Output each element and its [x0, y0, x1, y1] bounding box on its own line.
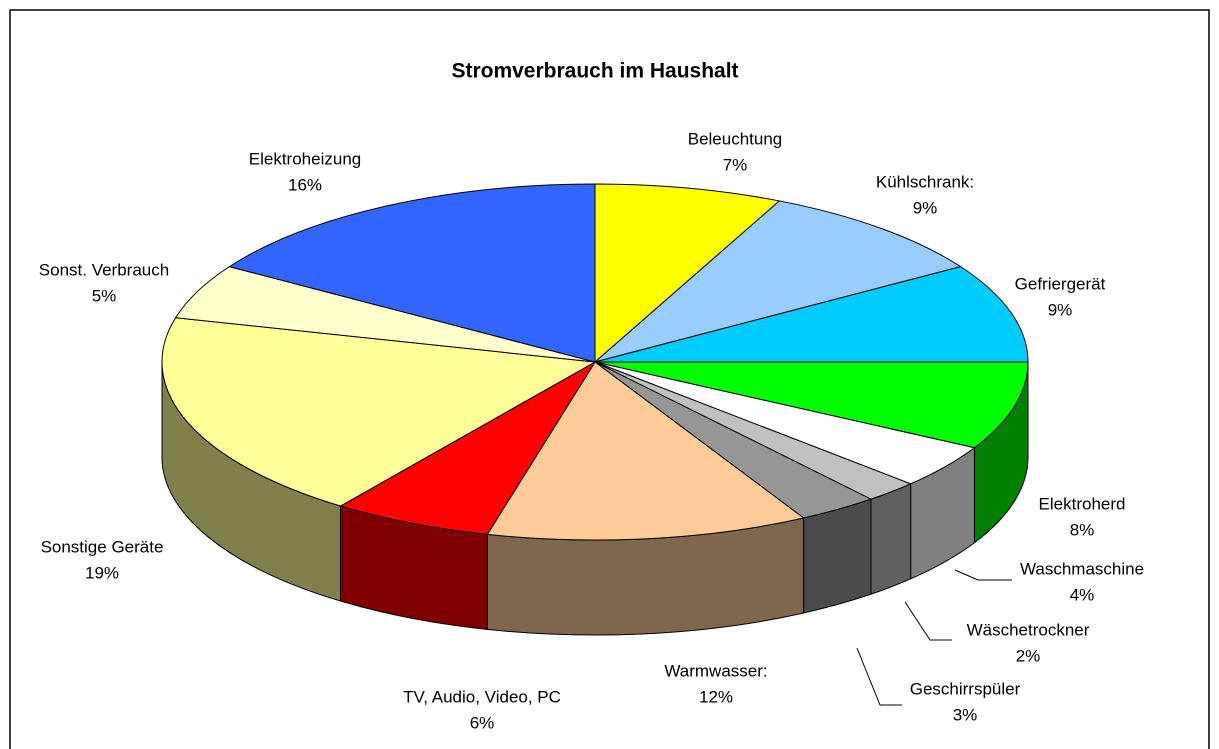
frame: [9, 9, 1210, 749]
slice: [486, 361, 805, 541]
value-label: 5%: [92, 286, 117, 305]
chart-title: Stromverbrauch im Haushalt: [451, 60, 738, 83]
value-label: 9%: [1048, 300, 1073, 319]
value-label: 9%: [913, 198, 938, 217]
slice-label: Elektroheizung: [249, 149, 361, 168]
leader-line: [954, 569, 1012, 581]
value-label: 2%: [1016, 646, 1041, 665]
slice-label: Gefriergerät: [1015, 274, 1106, 293]
slice-side: [803, 498, 872, 614]
slice-label: Elektroherd: [1039, 494, 1126, 513]
leader-line: [856, 647, 902, 706]
slice: [594, 183, 781, 364]
slice-label: Kühlschrank:: [876, 172, 974, 191]
slice: [228, 183, 596, 363]
value-label: 3%: [953, 705, 978, 724]
slice-label: TV, Audio, Video, PC: [403, 687, 561, 706]
leader-line: [904, 601, 952, 641]
value-label: 12%: [699, 687, 733, 706]
value-label: 16%: [288, 175, 322, 194]
value-label: 4%: [1070, 585, 1095, 604]
slice-label: Sonst. Verbrauch: [39, 260, 169, 279]
value-label: 6%: [470, 713, 495, 732]
slice: [594, 361, 1029, 449]
slice-label: Geschirrspüler: [910, 679, 1021, 698]
slice: [594, 200, 962, 363]
slice-label: Sonstige Geräte: [41, 537, 164, 556]
slice-label: Wäschetrockner: [967, 620, 1090, 639]
value-label: 19%: [85, 563, 119, 582]
slice: [339, 361, 596, 535]
slice-side: [870, 483, 912, 595]
slice-label: Waschmaschine: [1020, 559, 1144, 578]
slice: [161, 317, 597, 507]
slice-label: Warmwasser:: [664, 661, 767, 680]
slice-label: Beleuchtung: [688, 129, 783, 148]
slice: [594, 266, 1029, 363]
value-label: 7%: [723, 155, 748, 174]
value-label: 8%: [1070, 520, 1095, 539]
